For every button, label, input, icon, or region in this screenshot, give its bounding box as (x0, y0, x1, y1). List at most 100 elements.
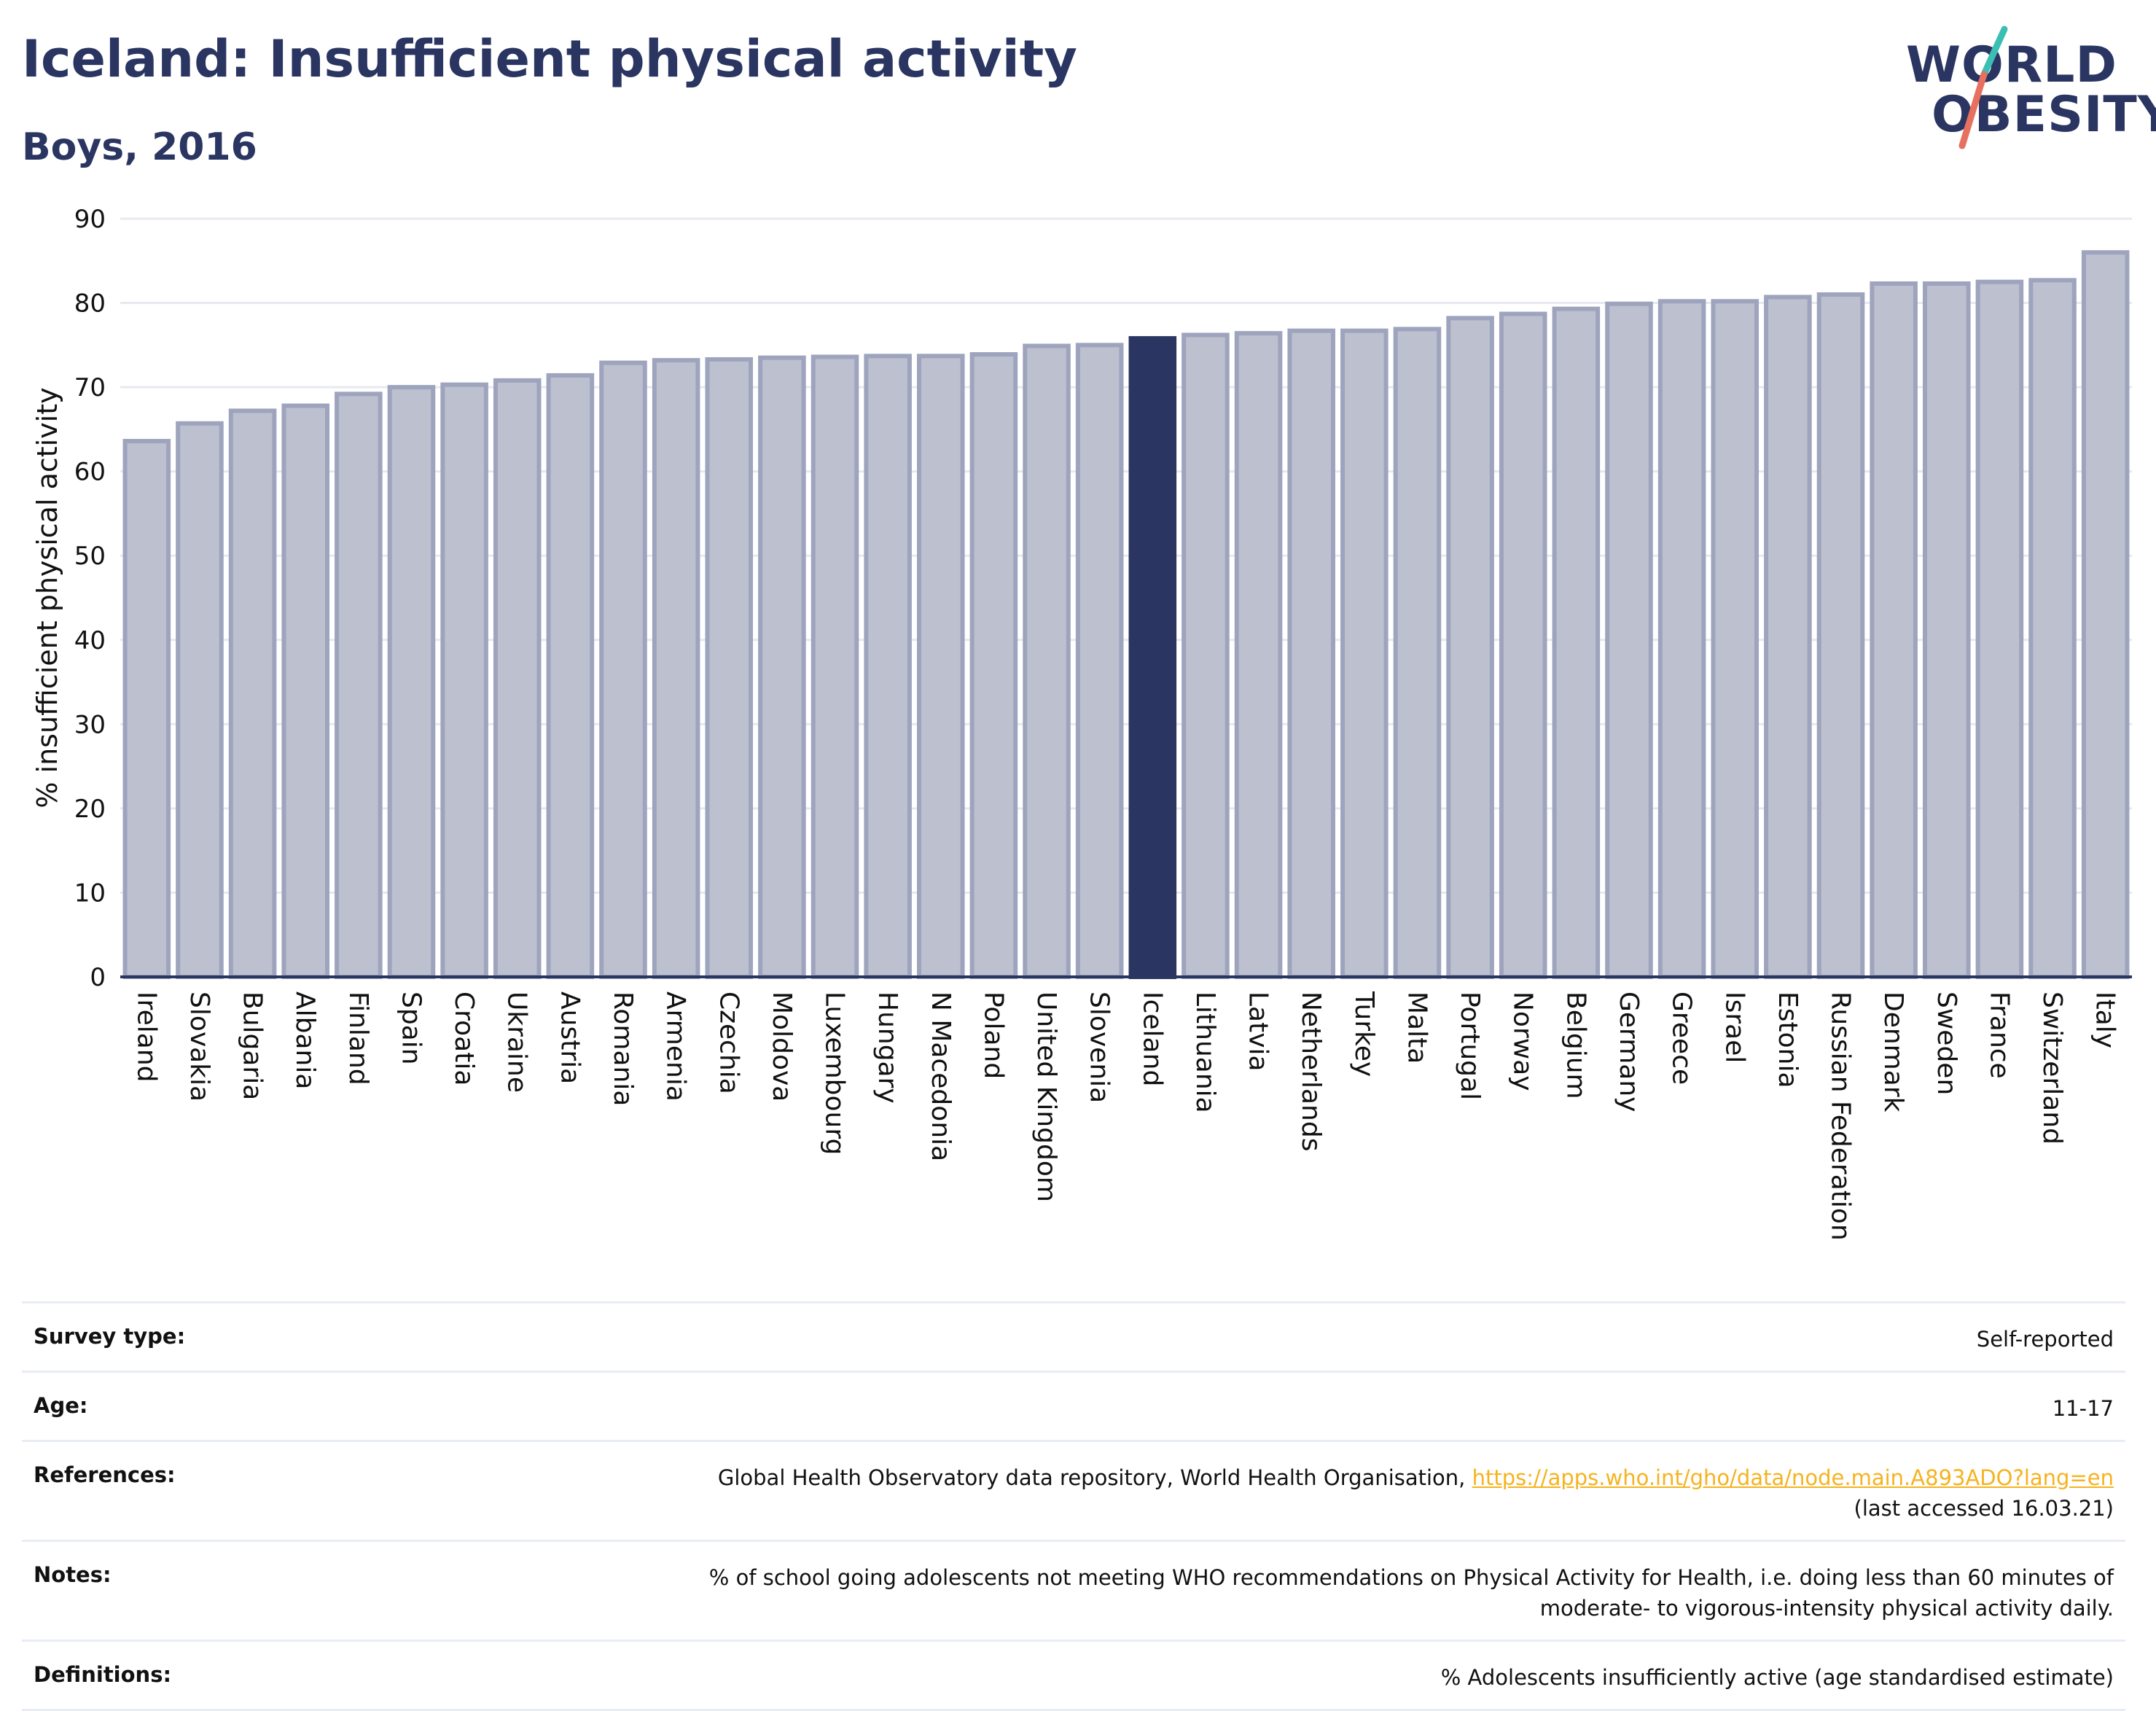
x-tick-label: Greece (1667, 991, 1697, 1085)
y-tick-label: 50 (74, 542, 106, 571)
y-tick-label: 40 (74, 626, 106, 655)
x-tick-label: Netherlands (1296, 991, 1326, 1151)
x-tick-label: Czechia (714, 991, 743, 1094)
reference-accessed: (last accessed 16.03.21) (1854, 1496, 2114, 1521)
bar-italy (2081, 250, 2130, 979)
logo-slash-icon (1958, 26, 2008, 149)
info-label: Definitions: (34, 1662, 172, 1687)
y-tick-label: 90 (74, 205, 106, 234)
y-tick-label: 10 (74, 878, 106, 908)
x-tick-label: Sweden (1932, 991, 1961, 1095)
bar-israel (1711, 299, 1759, 979)
bar-greece (1657, 299, 1706, 979)
x-tick-label: Italy (2090, 991, 2120, 1048)
x-tick-label: Estonia (1773, 991, 1802, 1088)
info-row-notes: Notes: % of school going adolescents not… (22, 1540, 2125, 1640)
x-tick-label: Ukraine (502, 991, 532, 1093)
info-label: Notes: (34, 1562, 112, 1587)
info-value: % Adolescents insufficiently active (age… (1440, 1665, 2114, 1690)
bar-poland (969, 352, 1018, 980)
bar-iceland (1128, 336, 1177, 980)
bar-belgium (1552, 306, 1601, 979)
x-tick-label: Hungary (872, 991, 902, 1104)
info-row-survey-type: Survey type: Self-reported (22, 1301, 2125, 1371)
y-tick-label: 30 (74, 710, 106, 739)
bar-hungary (864, 354, 912, 980)
bar-albania (281, 403, 329, 979)
x-tick-label: Russian Federation (1826, 991, 1856, 1241)
chart-title: Iceland: Insufficient physical activity (22, 29, 1077, 89)
x-tick-label: Austria (555, 991, 585, 1084)
bar-ukraine (493, 378, 542, 980)
x-tick-label: Bulgaria (238, 991, 267, 1100)
bar-norway (1499, 311, 1547, 980)
bar-france (1975, 279, 2024, 979)
bar-romania (599, 360, 647, 980)
bar-switzerland (2028, 278, 2077, 980)
bar-denmark (1870, 281, 1918, 979)
x-tick-label: Ireland (131, 991, 161, 1083)
x-tick-label: Latvia (1243, 991, 1273, 1072)
bar-spain (387, 385, 436, 980)
x-tick-label: Finland (343, 991, 373, 1086)
bar-portugal (1446, 316, 1494, 980)
x-tick-label: Spain (396, 991, 426, 1065)
x-tick-label: Denmark (1878, 991, 1908, 1112)
world-obesity-logo: WORLD OBESITY (1895, 22, 2156, 153)
y-tick-label: 0 (90, 963, 106, 992)
bar-czechia (705, 356, 754, 979)
chart-subtitle: Boys, 2016 (22, 125, 257, 169)
bar-croatia (440, 382, 488, 979)
bar-latvia (1234, 331, 1283, 979)
y-tick-label: 80 (74, 289, 106, 319)
x-tick-label: Romania (608, 991, 638, 1106)
x-tick-label: France (1984, 991, 2014, 1079)
info-label: Survey type: (34, 1324, 186, 1349)
x-tick-label: Belgium (1561, 991, 1590, 1099)
notes-text-continued: moderate- to vigorous-intensity physical… (1539, 1596, 2114, 1621)
bar-slovenia (1075, 343, 1124, 980)
x-tick-label: Germany (1614, 991, 1644, 1112)
logo-line-world: WORLD (1906, 36, 2117, 94)
info-label: References: (34, 1462, 176, 1487)
bar-moldova (758, 355, 806, 979)
bar-luxembourg (811, 354, 859, 979)
bar-netherlands (1287, 328, 1335, 979)
x-tick-label: Luxembourg (820, 991, 850, 1155)
bar-united-kingdom (1023, 343, 1071, 979)
x-tick-label: Israel (1719, 991, 1749, 1063)
y-tick-label: 60 (74, 458, 106, 487)
y-axis-label: % insufficient physical activity (31, 387, 63, 808)
x-tick-label: Moldova (767, 991, 797, 1102)
bar-bulgaria (228, 408, 277, 979)
x-tick-label: Malta (1402, 991, 1432, 1064)
x-tick-label: Portugal (1455, 991, 1485, 1100)
info-table: Survey type: Self-reported Age: 11-17 Re… (22, 1301, 2125, 1711)
bar-finland (335, 391, 383, 980)
bar-estonia (1764, 295, 1812, 979)
bar-lithuania (1181, 332, 1230, 979)
x-tick-label: Turkey (1349, 991, 1379, 1077)
notes-text: % of school going adolescents not meetin… (708, 1565, 2114, 1590)
info-value: Self-reported (1976, 1327, 2114, 1352)
info-value: Global Health Observatory data repositor… (718, 1462, 2114, 1524)
bar-sweden (1923, 281, 1971, 979)
bar-germany (1605, 301, 1653, 979)
info-label: Age: (34, 1393, 88, 1418)
info-row-age: Age: 11-17 (22, 1371, 2125, 1440)
reference-text: Global Health Observatory data repositor… (717, 1465, 1472, 1490)
bar-turkey (1340, 328, 1388, 979)
bar-malta (1393, 327, 1442, 979)
x-tick-label: N Macedonia (926, 991, 956, 1161)
x-tick-label: Slovenia (1085, 991, 1114, 1103)
bar-armenia (652, 358, 700, 979)
info-row-references: References: Global Health Observatory da… (22, 1440, 2125, 1540)
bar-slovakia (176, 421, 224, 979)
bar-chart: 0 10 20 30 40 50 60 70 80 90 % insufficient physic… (31, 205, 2132, 1241)
bar-n-macedonia (917, 354, 965, 980)
x-tick-label: Poland (978, 991, 1008, 1079)
x-tick-label: Croatia (449, 991, 479, 1086)
x-tick-label: Albania (290, 991, 320, 1089)
x-tick-label: Iceland (1137, 991, 1167, 1086)
reference-link[interactable]: https://apps.who.int/gho/data/node.main.… (1472, 1465, 2114, 1490)
